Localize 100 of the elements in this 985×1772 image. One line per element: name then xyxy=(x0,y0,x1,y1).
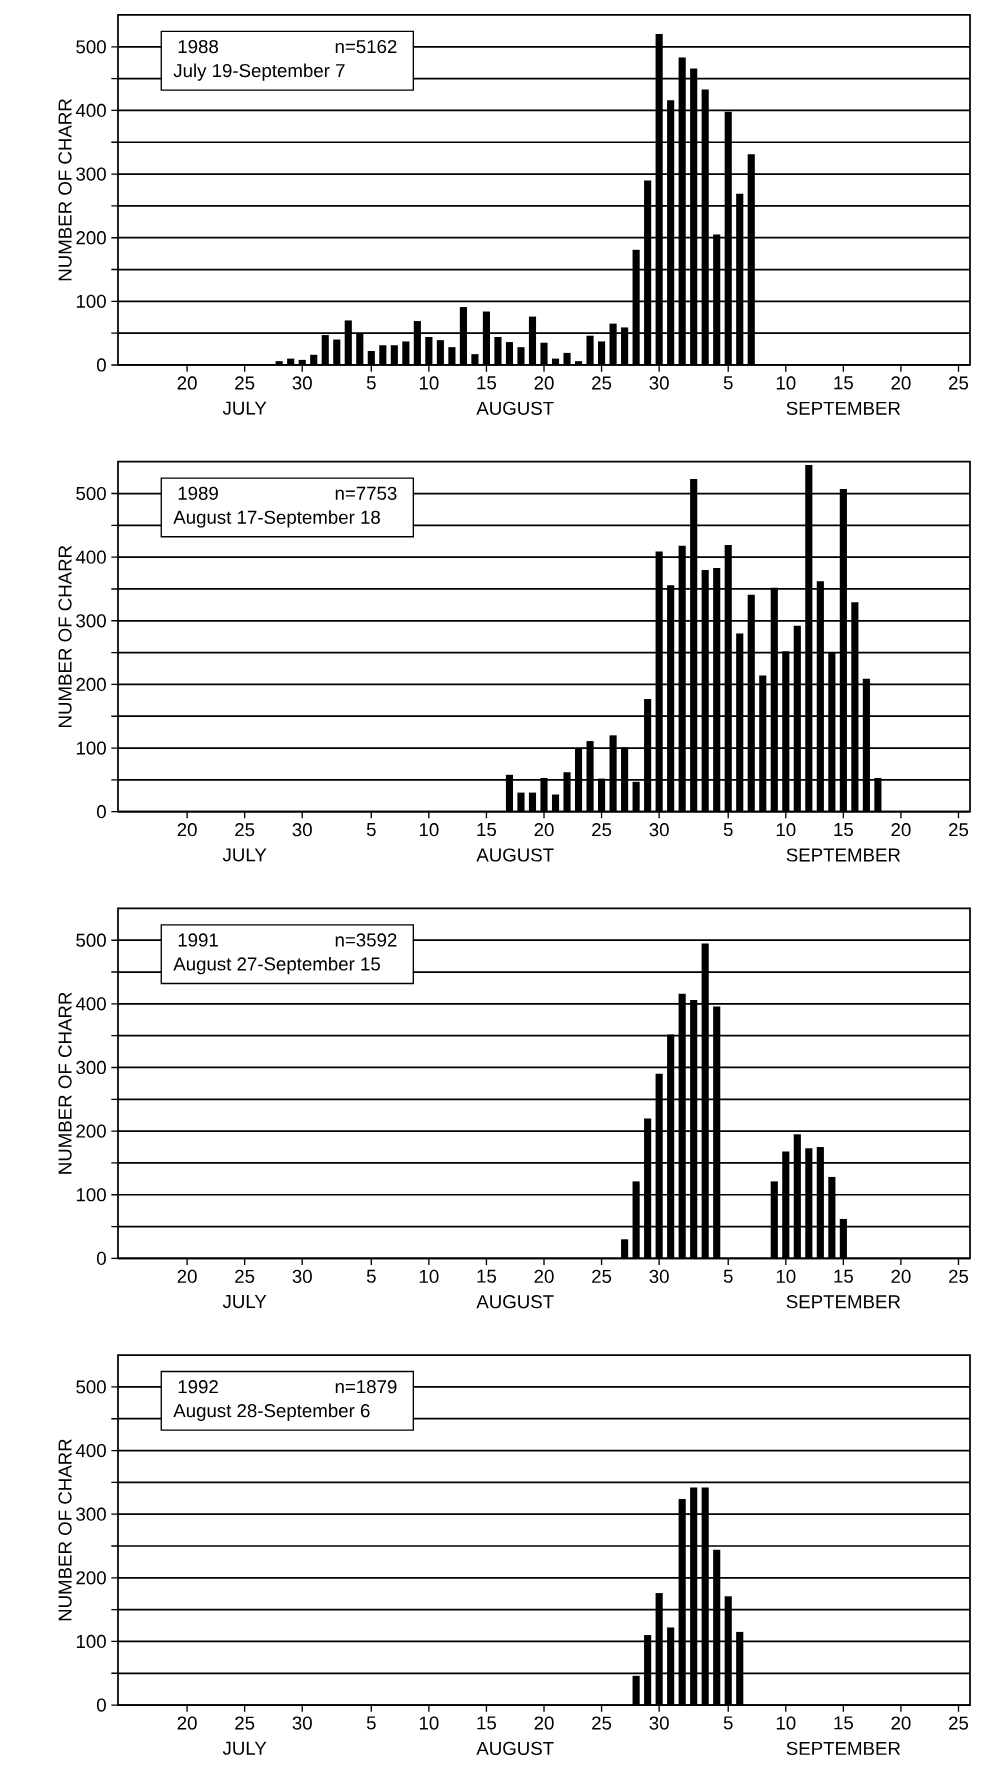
y-tick-label: 100 xyxy=(76,741,106,755)
y-tick-label: 0 xyxy=(96,1698,106,1712)
x-tick-label: 10 xyxy=(419,376,439,390)
y-tick-label: 400 xyxy=(75,103,106,118)
text: AUGUST xyxy=(476,401,554,415)
y-tick-label: 0 xyxy=(96,1251,106,1265)
x-tick-label: 25 xyxy=(949,1269,969,1283)
y-tick-label: 400 xyxy=(75,1443,106,1458)
text: 1991 xyxy=(178,933,218,947)
y-axis-title: NUMBER OF CHARR xyxy=(58,545,72,727)
x-tick-label: 5 xyxy=(366,823,376,837)
x-tick-label: 10 xyxy=(419,823,439,837)
x-tick-label: 5 xyxy=(366,1716,376,1730)
x-tick-label: 15 xyxy=(477,823,497,837)
x-tick-label: 20 xyxy=(534,1269,554,1283)
text: 1988 xyxy=(178,39,218,54)
y-tick-label: 0 xyxy=(96,805,106,819)
x-tick-label: 5 xyxy=(723,376,733,390)
y-tick-label: 500 xyxy=(76,486,106,501)
y-tick-label: 0 xyxy=(96,358,106,372)
x-tick-label: 25 xyxy=(235,1269,255,1283)
y-tick-label: 400 xyxy=(75,550,106,564)
y-tick-label: 100 xyxy=(76,294,106,308)
x-tick-label: 5 xyxy=(366,1269,376,1283)
x-tick-label: 25 xyxy=(949,376,969,390)
x-tick-label: 25 xyxy=(235,1716,255,1730)
x-tick-label: 15 xyxy=(834,1269,853,1283)
y-tick-label: 200 xyxy=(76,231,106,245)
x-tick-label: 10 xyxy=(419,1269,439,1283)
x-tick-label: 30 xyxy=(292,1716,312,1730)
y-axis-title: NUMBER OF CHARR xyxy=(58,99,72,281)
x-tick-label: 30 xyxy=(649,1716,669,1730)
x-tick-label: 15 xyxy=(477,1269,497,1283)
x-tick-label: 20 xyxy=(891,1716,911,1730)
x-tick-label: 20 xyxy=(891,376,911,390)
y-tick-label: 300 xyxy=(76,614,106,628)
x-tick-label: 25 xyxy=(235,376,255,390)
text: August 28-September 6 xyxy=(173,1403,370,1421)
y-axis-title: NUMBER OF CHARR xyxy=(58,1439,72,1621)
y-axis-title: NUMBER OF CHARR xyxy=(58,992,72,1174)
annotation: n=1879 xyxy=(335,1380,397,1394)
x-tick-label: 15 xyxy=(834,1716,853,1730)
x-tick-label: 25 xyxy=(592,1716,612,1730)
x-tick-label: 10 xyxy=(776,376,796,390)
text: August 27-September 15 xyxy=(173,956,380,975)
x-tick-label: 20 xyxy=(534,1716,554,1730)
x-tick-label: 20 xyxy=(891,1269,911,1283)
x-tick-label: 15 xyxy=(834,376,853,390)
y-tick-label: 200 xyxy=(76,1571,106,1585)
x-tick-label: 30 xyxy=(292,1269,312,1283)
text: SEPTEMBER xyxy=(786,401,901,415)
x-tick-label: 25 xyxy=(949,823,969,837)
x-tick-label: 10 xyxy=(776,823,796,837)
x-tick-label: 30 xyxy=(649,823,669,837)
text: AUGUST xyxy=(476,1295,554,1309)
y-tick-label: 100 xyxy=(76,1188,106,1202)
x-tick-label: 5 xyxy=(723,1716,733,1730)
y-tick-label: 100 xyxy=(76,1634,106,1649)
y-tick-label: 500 xyxy=(76,40,106,54)
x-tick-label: 20 xyxy=(177,376,197,390)
text: 1992 xyxy=(178,1380,218,1394)
x-tick-label: 15 xyxy=(477,376,497,390)
annotation: n=5162 xyxy=(335,39,397,54)
x-tick-label: 20 xyxy=(534,376,554,390)
x-tick-label: 10 xyxy=(776,1716,796,1730)
x-tick-label: 20 xyxy=(177,1269,197,1283)
x-tick-label: 30 xyxy=(649,376,669,390)
y-tick-label: 300 xyxy=(76,1060,106,1075)
x-tick-label: 30 xyxy=(292,376,312,390)
y-tick-label: 400 xyxy=(75,997,106,1011)
text: AUGUST xyxy=(476,848,554,862)
x-tick-label: 25 xyxy=(592,823,612,837)
x-tick-label: 5 xyxy=(366,376,376,390)
text: JULY xyxy=(222,848,267,862)
x-tick-label: 20 xyxy=(534,823,554,837)
text: AUGUST xyxy=(476,1741,554,1756)
y-tick-label: 300 xyxy=(76,1507,106,1521)
x-tick-label: 10 xyxy=(776,1269,796,1283)
text: July 19-September 7 xyxy=(173,63,345,81)
x-tick-label: 15 xyxy=(477,1716,497,1730)
text: JULY xyxy=(222,1741,267,1755)
text: SEPTEMBER xyxy=(786,848,901,862)
text: JULY xyxy=(222,1295,267,1309)
annotation: n=7753 xyxy=(335,486,397,500)
x-tick-label: 5 xyxy=(723,1269,733,1283)
x-tick-label: 15 xyxy=(834,823,853,837)
x-tick-label: 30 xyxy=(292,823,312,837)
x-tick-label: 25 xyxy=(949,1716,969,1730)
text: August 17-September 18 xyxy=(173,510,380,528)
text: 1989 xyxy=(178,486,218,500)
annotation: n=3592 xyxy=(335,933,397,947)
y-tick-label: 500 xyxy=(76,933,106,947)
y-tick-label: 300 xyxy=(76,167,106,181)
x-tick-label: 25 xyxy=(592,376,612,390)
x-tick-label: 20 xyxy=(177,823,197,837)
x-tick-label: 25 xyxy=(235,823,255,837)
x-tick-label: 20 xyxy=(177,1716,197,1730)
text: SEPTEMBER xyxy=(786,1741,901,1756)
x-tick-label: 25 xyxy=(592,1269,612,1283)
y-tick-label: 200 xyxy=(76,1124,106,1138)
